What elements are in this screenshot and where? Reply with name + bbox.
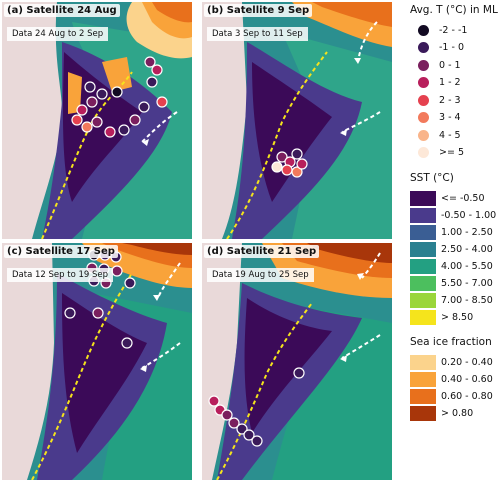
panel-b-data-label: Data 3 Sep to 11 Sep — [207, 27, 308, 41]
legend-ice-title: Sea ice fraction — [410, 336, 492, 348]
map-d-graphic — [202, 243, 392, 480]
legend-sst-swatch — [410, 293, 436, 308]
legend-avg-t-label: 3 - 4 — [439, 112, 461, 123]
map-panel-c: (c) Satellite 17 Sep Data 12 Sep to 19 S… — [2, 243, 192, 480]
mooring-dots-a — [71, 56, 168, 138]
panel-c-data-label: Data 12 Sep to 19 Sep — [7, 268, 114, 282]
legend-ice-item: > 0.80 — [410, 405, 473, 422]
legend-avg-t-item: -1 - 0 — [418, 40, 464, 56]
legend-ice-item: 0.60 - 0.80 — [410, 388, 493, 405]
legend-avg-t-label: -2 - -1 — [439, 24, 468, 36]
legend-avg-t-item: -2 - -1 — [418, 22, 467, 38]
legend-sst-swatch — [410, 242, 436, 257]
mooring-dots-b — [271, 148, 308, 178]
legend: Avg. T (°C) in ML -2 - -1 -1 - 0 0 - 1 1 - … — [410, 0, 500, 482]
legend-circle-icon — [418, 42, 429, 53]
legend-sst-swatch — [410, 225, 436, 240]
legend-avg-t-label: 4 - 5 — [439, 129, 461, 141]
legend-avg-t-label: 2 - 3 — [439, 94, 461, 106]
legend-avg-t-item: 2 - 3 — [418, 92, 461, 108]
legend-circle-icon — [418, 147, 429, 158]
legend-avg-t-label: -1 - 0 — [439, 42, 464, 53]
legend-sst-item: 1.00 - 2.50 — [410, 224, 493, 241]
map-panel-b: (b) Satellite 9 Sep Data 3 Sep to 11 Sep — [202, 2, 392, 239]
legend-avg-t-item: 3 - 4 — [418, 110, 461, 126]
legend-sst-swatch — [410, 191, 436, 206]
legend-avg-t-label: 1 - 2 — [439, 77, 461, 88]
legend-ice-swatch — [410, 372, 436, 387]
legend-avg-t-title: Avg. T (°C) in ML — [410, 4, 498, 16]
legend-sst-label: > 8.50 — [441, 312, 474, 323]
panel-c-title: (c) Satellite 17 Sep — [4, 245, 118, 258]
panel-d-data-label: Data 19 Aug to 25 Sep — [207, 268, 314, 282]
legend-sst-item: 7.00 - 8.50 — [410, 292, 493, 309]
map-b-graphic — [202, 2, 392, 239]
legend-sst-label: 1.00 - 2.50 — [441, 227, 493, 238]
legend-sst-swatch — [410, 208, 436, 223]
legend-sst-label: 4.00 - 5.50 — [441, 261, 493, 272]
legend-sst-item: <= -0.50 — [410, 190, 485, 207]
legend-sst-label: <= -0.50 — [441, 193, 485, 204]
legend-ice-swatch — [410, 355, 436, 370]
legend-ice-item: 0.40 - 0.60 — [410, 371, 493, 388]
legend-circle-icon — [418, 112, 429, 123]
legend-sst-label: -0.50 - 1.00 — [441, 210, 497, 221]
legend-avg-t-label: 0 - 1 — [439, 59, 461, 71]
legend-sst-item: -0.50 - 1.00 — [410, 207, 496, 224]
legend-ice-label: > 0.80 — [441, 408, 474, 419]
legend-sst-title: SST (°C) — [410, 172, 454, 184]
legend-circle-icon — [418, 77, 429, 88]
panel-d-title: (d) Satellite 21 Sep — [204, 245, 320, 258]
legend-ice-label: 0.20 - 0.40 — [441, 357, 493, 368]
legend-sst-label: 7.00 - 8.50 — [441, 295, 493, 306]
legend-ice-swatch — [410, 406, 436, 421]
legend-ice-item: 0.20 - 0.40 — [410, 354, 493, 371]
legend-sst-item: > 8.50 — [410, 309, 473, 326]
legend-ice-swatch — [410, 389, 436, 404]
legend-avg-t-item: >= 5 — [418, 145, 464, 161]
legend-circle-icon — [418, 59, 429, 71]
mooring-dots-d — [208, 367, 305, 447]
panel-b-title: (b) Satellite 9 Sep — [204, 4, 313, 17]
legend-sst-item: 2.50 - 4.00 — [410, 241, 493, 258]
panel-a-title: (a) Satellite 24 Aug — [4, 4, 120, 17]
map-panel-a: (a) Satellite 24 Aug Data 24 Aug to 2 Se… — [2, 2, 192, 239]
legend-sst-swatch — [410, 276, 436, 291]
legend-sst-label: 2.50 - 4.00 — [441, 244, 493, 255]
legend-circle-icon — [418, 24, 429, 36]
legend-circle-icon — [418, 129, 429, 141]
legend-sst-label: 5.50 - 7.00 — [441, 278, 493, 289]
legend-avg-t-item: 0 - 1 — [418, 57, 461, 73]
legend-circle-icon — [418, 94, 429, 106]
legend-sst-item: 4.00 - 5.50 — [410, 258, 493, 275]
legend-avg-t-item: 4 - 5 — [418, 127, 461, 143]
legend-sst-item: 5.50 - 7.00 — [410, 275, 493, 292]
legend-sst-swatch — [410, 259, 436, 274]
legend-ice-label: 0.40 - 0.60 — [441, 374, 493, 385]
panel-a-data-label: Data 24 Aug to 2 Sep — [7, 27, 109, 41]
legend-sst-swatch — [410, 310, 436, 325]
map-a-graphic — [2, 2, 192, 239]
legend-ice-label: 0.60 - 0.80 — [441, 391, 493, 402]
legend-avg-t-item: 1 - 2 — [418, 75, 461, 91]
map-panel-d: (d) Satellite 21 Sep Data 19 Aug to 25 S… — [202, 243, 392, 480]
legend-avg-t-label: >= 5 — [439, 147, 464, 158]
